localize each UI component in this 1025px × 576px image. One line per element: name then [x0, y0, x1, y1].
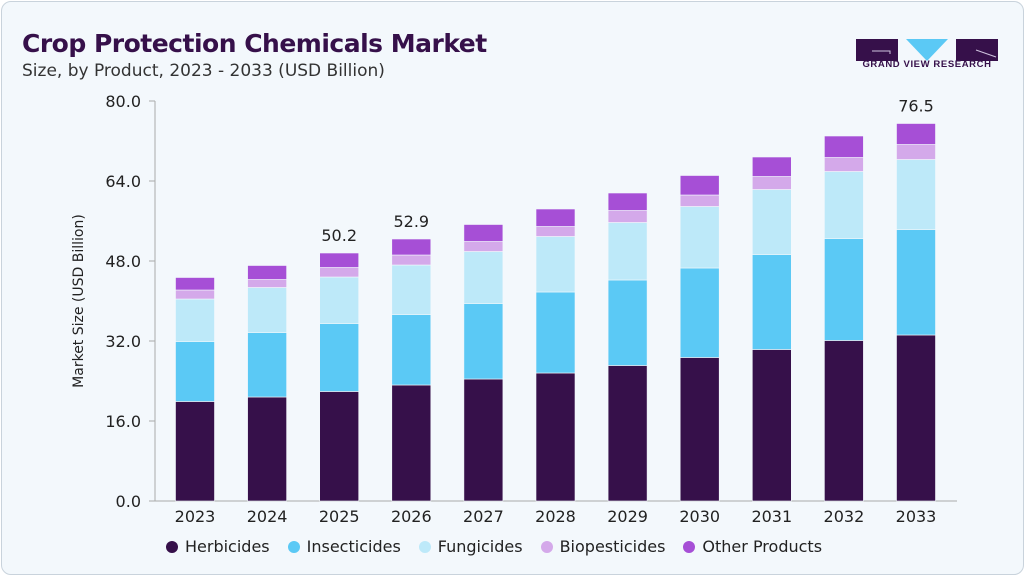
- legend-label: Other Products: [702, 537, 823, 556]
- bar-segment-insecticides: [824, 238, 864, 341]
- bar-segment-biopesticides: [535, 226, 576, 237]
- x-tick-label: 2023: [175, 507, 216, 526]
- bar-segment-insecticides: [391, 314, 432, 386]
- bar-segment-other-products: [391, 238, 432, 256]
- logo-text: GRAND VIEW RESEARCH: [862, 59, 992, 70]
- bar-segment-herbicides: [247, 396, 287, 502]
- x-tick-label: 2028: [535, 507, 576, 526]
- bar-segment-insecticides: [247, 332, 287, 398]
- bar-segment-biopesticides: [607, 210, 648, 223]
- bar-segment-insecticides: [175, 341, 215, 402]
- legend: Herbicides Insecticides Fungicides Biopesti…: [166, 537, 822, 556]
- y-tick-label: 32.0: [105, 332, 141, 351]
- bar-segment-biopesticides: [751, 176, 792, 190]
- bar-segment-biopesticides: [679, 194, 720, 207]
- bar-segment-biopesticides: [896, 144, 936, 160]
- bar-segment-herbicides: [679, 357, 720, 502]
- y-tick-label: 16.0: [105, 412, 141, 431]
- x-tick-label: 2029: [607, 507, 648, 526]
- bar-segment-biopesticides: [319, 267, 360, 278]
- x-tick-label: 2027: [463, 507, 504, 526]
- legend-item: Biopesticides: [540, 537, 666, 556]
- data-label: 52.9: [393, 212, 429, 231]
- bar-segment-other-products: [319, 252, 360, 268]
- bar-segment-other-products: [463, 224, 504, 242]
- legend-dot-icon: [166, 540, 178, 553]
- bar-segment-insecticides: [463, 303, 504, 380]
- chart-title: Crop Protection Chemicals Market: [22, 29, 487, 58]
- legend-label: Herbicides: [185, 537, 270, 556]
- y-tick-label: 48.0: [105, 252, 141, 271]
- x-tick-label: 2032: [824, 507, 865, 526]
- legend-dot-icon: [683, 540, 696, 553]
- bar-segment-insecticides: [607, 279, 648, 366]
- bar-segment-insecticides: [679, 267, 720, 358]
- bar-segment-fungicides: [391, 264, 432, 315]
- bar-segment-insecticides: [535, 291, 576, 374]
- bar-segment-other-products: [607, 192, 648, 211]
- bar-segment-herbicides: [751, 349, 792, 502]
- bar-segment-biopesticides: [391, 254, 432, 266]
- legend-dot-icon: [287, 540, 300, 553]
- y-axis-label: Market Size (USD Billion): [71, 214, 87, 388]
- legend-dot-icon: [540, 540, 553, 553]
- bar-segment-other-products: [175, 277, 215, 291]
- x-tick-label: 2033: [896, 507, 937, 526]
- bar-segment-other-products: [535, 208, 576, 227]
- bar-segment-other-products: [896, 123, 936, 145]
- bar-segment-fungicides: [463, 251, 504, 304]
- bar-segment-biopesticides: [824, 157, 864, 172]
- x-tick-label: 2030: [679, 507, 720, 526]
- bar-segment-herbicides: [607, 365, 648, 502]
- bar-segment-other-products: [824, 135, 864, 158]
- y-tick-label: 0.0: [116, 492, 141, 511]
- bar-segment-herbicides: [175, 401, 215, 502]
- bar-segment-other-products: [679, 175, 720, 196]
- bar-segment-fungicides: [247, 287, 287, 333]
- legend-item: Other Products: [683, 537, 822, 556]
- legend-label: Insecticides: [306, 537, 401, 556]
- legend-dot-icon: [418, 540, 431, 553]
- bar-segment-fungicides: [751, 189, 792, 255]
- legend-item: Insecticides: [287, 537, 401, 556]
- data-label: 76.5: [898, 97, 934, 116]
- bar-segment-fungicides: [175, 298, 215, 342]
- bar-segment-herbicides: [463, 378, 504, 502]
- bar-segment-herbicides: [824, 340, 864, 502]
- data-label: 50.2: [321, 226, 357, 245]
- legend-item: Herbicides: [166, 537, 270, 556]
- bar-segment-fungicides: [319, 276, 360, 324]
- chart-subtitle: Size, by Product, 2023 - 2033 (USD Billi…: [22, 61, 385, 81]
- bar-segment-herbicides: [391, 384, 432, 502]
- bar-segment-insecticides: [896, 229, 936, 336]
- bar-segment-herbicides: [535, 372, 576, 502]
- bar-segment-insecticides: [319, 323, 360, 392]
- bar-segment-fungicides: [535, 236, 576, 293]
- bar-segment-biopesticides: [175, 289, 215, 300]
- legend-label: Biopesticides: [559, 537, 666, 556]
- legend-item: Fungicides: [418, 537, 523, 556]
- x-tick-label: 2024: [247, 507, 288, 526]
- x-tick-label: 2026: [391, 507, 432, 526]
- bar-segment-other-products: [751, 156, 792, 177]
- bar-segment-other-products: [247, 265, 287, 280]
- bar-segment-herbicides: [896, 334, 936, 502]
- legend-label: Fungicides: [437, 537, 523, 556]
- x-tick-label: 2025: [319, 507, 360, 526]
- grand-view-research-logo: [856, 39, 998, 61]
- y-tick-label: 80.0: [105, 92, 141, 111]
- bar-segment-fungicides: [607, 222, 648, 281]
- bar-segment-fungicides: [896, 159, 936, 230]
- bar-segment-fungicides: [824, 171, 864, 239]
- x-tick-label: 2031: [751, 507, 792, 526]
- bar-segment-fungicides: [679, 206, 720, 269]
- bar-segment-insecticides: [751, 254, 792, 350]
- bar-segment-biopesticides: [247, 279, 287, 288]
- bar-segment-biopesticides: [463, 241, 504, 252]
- bar-segment-herbicides: [319, 391, 360, 502]
- y-tick-label: 64.0: [105, 172, 141, 191]
